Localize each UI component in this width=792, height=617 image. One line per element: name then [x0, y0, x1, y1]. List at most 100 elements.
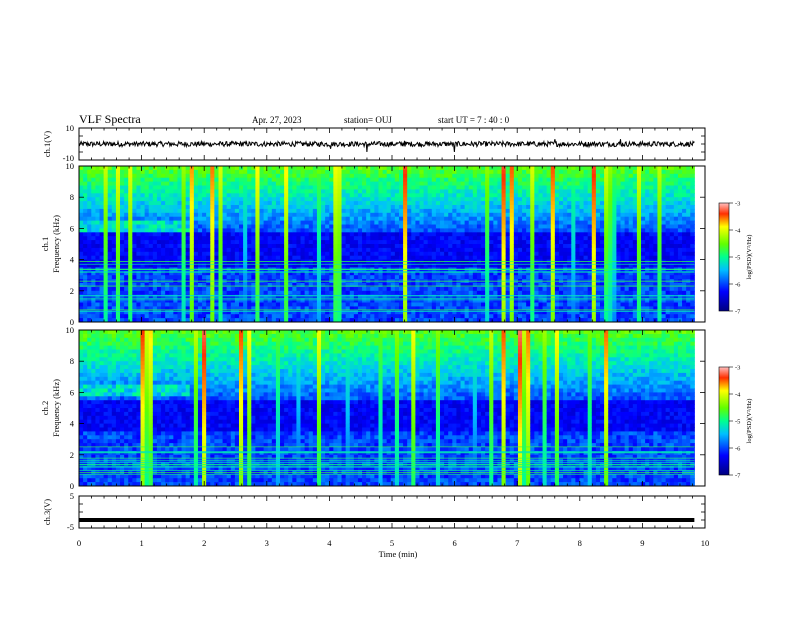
- spectrogram-cell: [473, 256, 478, 260]
- spectrogram-cell: [497, 217, 502, 221]
- spectrogram-cell: [510, 244, 515, 248]
- spectrogram-cell: [173, 178, 178, 182]
- spectrogram-cell: [461, 209, 466, 213]
- spectrogram-cell: [260, 193, 265, 197]
- spectrogram-cell: [485, 314, 490, 318]
- spectrogram-cell: [202, 186, 207, 190]
- spectrogram-cell: [210, 240, 215, 244]
- spectrogram-cell: [342, 299, 347, 303]
- spectrogram-cell: [420, 197, 425, 201]
- spectrogram-cell: [255, 314, 260, 318]
- spectrogram-cell: [83, 209, 88, 213]
- spectrogram-cell: [559, 217, 564, 221]
- spectrogram-cell: [141, 252, 146, 256]
- spectrogram-cell: [280, 314, 285, 318]
- spectrogram-cell: [251, 240, 256, 244]
- spectrogram-cell: [575, 287, 580, 291]
- spectrogram-cell: [145, 170, 150, 174]
- spectrogram-cell: [571, 197, 576, 201]
- spectrogram-cell: [395, 213, 400, 217]
- spectrogram-cell: [235, 197, 240, 201]
- spectrogram-cell: [415, 244, 420, 248]
- spectrogram-cell: [575, 217, 580, 221]
- spectrogram-cell: [555, 213, 560, 217]
- spectrogram-cell: [104, 189, 109, 193]
- spectrogram-cell: [510, 283, 515, 287]
- spectrogram-cell: [272, 310, 277, 314]
- spectrogram-cell: [391, 236, 396, 240]
- spectrogram-cell: [276, 186, 281, 190]
- spectrogram-cell: [210, 197, 215, 201]
- spectrogram-cell: [411, 291, 416, 295]
- spectrogram-cell: [91, 221, 96, 225]
- spectrogram-cell: [210, 291, 215, 295]
- spectrogram-cell: [333, 244, 338, 248]
- spectrogram-cell: [264, 252, 269, 256]
- spectrogram-cell: [415, 310, 420, 314]
- spectrogram-cell: [383, 252, 388, 256]
- spectrogram-cell: [223, 310, 228, 314]
- spectrogram-cell: [526, 213, 531, 217]
- spectrogram-cell: [173, 291, 178, 295]
- spectrogram-cell: [161, 209, 166, 213]
- spectrogram-cell: [268, 221, 273, 225]
- spectrogram-cell: [358, 217, 363, 221]
- spectrogram-cell: [420, 283, 425, 287]
- spectrogram-cell: [280, 299, 285, 303]
- spectrogram-cell: [411, 232, 416, 236]
- spectrogram-cell: [313, 197, 318, 201]
- spectrogram-cell: [157, 232, 162, 236]
- spectrogram-cell: [108, 178, 113, 182]
- spectrogram-cell: [317, 275, 322, 279]
- spectrogram-cell: [100, 248, 105, 252]
- spectrogram-cell: [424, 248, 429, 252]
- spectrogram-cell: [522, 178, 527, 182]
- spectrogram-cell: [547, 193, 552, 197]
- spectrogram-cell: [399, 209, 404, 213]
- spectrogram-cell: [350, 170, 355, 174]
- spectrogram-cell: [206, 232, 211, 236]
- spectrogram-cell: [383, 170, 388, 174]
- spectrogram-cell: [206, 170, 211, 174]
- spectrogram-cell: [112, 310, 117, 314]
- spectrogram-cell: [518, 201, 523, 205]
- spectrogram-cell: [358, 232, 363, 236]
- spectrogram-cell: [399, 201, 404, 205]
- spectrogram-cell: [563, 275, 568, 279]
- spectrogram-cell: [502, 182, 507, 186]
- spectrogram-cell: [112, 182, 117, 186]
- spectrogram-cell: [551, 221, 556, 225]
- spectrogram-cell: [575, 291, 580, 295]
- spectrogram-cell: [485, 303, 490, 307]
- spectrogram-cell: [231, 236, 236, 240]
- spectrogram-cell: [333, 186, 338, 190]
- spectrogram-cell: [493, 217, 498, 221]
- spectrogram-cell: [399, 197, 404, 201]
- spectrogram-cell: [469, 236, 474, 240]
- spectrogram-cell: [378, 232, 383, 236]
- spectrogram-cell: [247, 193, 252, 197]
- spectrogram-cell: [247, 189, 252, 193]
- spectrogram-cell: [182, 217, 187, 221]
- spectrogram-cell: [493, 287, 498, 291]
- spectrogram-cell: [313, 178, 318, 182]
- spectrogram-cell: [428, 252, 433, 256]
- spectrogram-cell: [305, 240, 310, 244]
- spectrogram-cell: [210, 201, 215, 205]
- spectrogram-cell: [218, 209, 223, 213]
- spectrogram-cell: [194, 314, 199, 318]
- spectrogram-cell: [346, 217, 351, 221]
- spectrogram-cell: [489, 170, 494, 174]
- spectrogram-cell: [177, 275, 182, 279]
- spectrogram-cell: [415, 221, 420, 225]
- spectrogram-cell: [424, 197, 429, 201]
- spectrogram-cell: [83, 236, 88, 240]
- spectrogram-cell: [173, 240, 178, 244]
- spectrogram-cell: [255, 178, 260, 182]
- spectrogram-cell: [506, 197, 511, 201]
- spectrogram-cell: [436, 201, 441, 205]
- spectrogram-cell: [182, 186, 187, 190]
- spectrogram-cell: [305, 174, 310, 178]
- spectrogram-cell: [452, 182, 457, 186]
- spectrogram-cell: [342, 256, 347, 260]
